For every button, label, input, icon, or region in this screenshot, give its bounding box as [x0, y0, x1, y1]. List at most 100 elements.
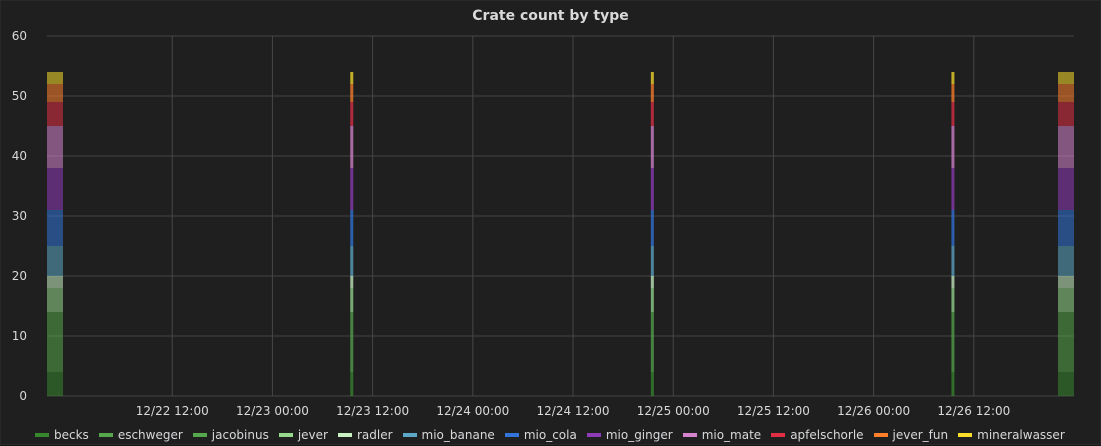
- legend-item-mio_cola[interactable]: mio_cola: [504, 428, 577, 442]
- legend-swatch: [98, 433, 113, 437]
- bar-segment-jacobinus: [650, 312, 654, 342]
- bar-segment-mio_cola: [1058, 210, 1074, 246]
- legend-item-becks[interactable]: becks: [35, 428, 89, 442]
- legend-label: mineralwasser: [977, 428, 1065, 442]
- legend-label: mio_ginger: [605, 428, 673, 442]
- x-tick-label: 12/23 12:00: [336, 404, 409, 418]
- bar-segment-becks: [1058, 372, 1074, 396]
- legend-item-jacobinus[interactable]: jacobinus: [192, 428, 269, 442]
- y-tick-label: 20: [12, 269, 27, 283]
- bar-segment-jever: [47, 288, 63, 312]
- bar-segment-jacobinus: [951, 312, 955, 342]
- bar-segment-apfelschorle: [650, 102, 654, 126]
- bar-segment-mio_cola: [650, 210, 654, 246]
- legend-swatch: [192, 433, 207, 437]
- legend-item-mio_mate[interactable]: mio_mate: [682, 428, 762, 442]
- legend-swatch: [402, 433, 417, 437]
- bar-segment-radler: [1058, 276, 1074, 288]
- legend-swatch: [586, 433, 601, 437]
- bar-segment-mio_ginger: [47, 168, 63, 210]
- legend-label: mio_mate: [701, 428, 762, 442]
- bar-segment-eschweger: [650, 342, 654, 372]
- bar-segment-jever_fun: [350, 84, 354, 102]
- bar-segment-mio_cola: [350, 210, 354, 246]
- bar-segment-mio_cola: [951, 210, 955, 246]
- x-tick-label: 12/26 12:00: [937, 404, 1010, 418]
- legend-item-radler[interactable]: radler: [337, 428, 393, 442]
- legend-swatch: [35, 433, 49, 437]
- bar-segment-becks: [650, 372, 654, 396]
- legend: becks eschweger jacobinus jever radler mio_ba…: [35, 427, 1075, 443]
- bar-segment-radler: [951, 276, 955, 288]
- bar-segment-mio_mate: [650, 126, 654, 168]
- bar-segment-mio_cola: [47, 210, 63, 246]
- bar-segment-mio_banane: [350, 246, 354, 276]
- bars: [47, 72, 1074, 396]
- legend-item-mio_banane[interactable]: mio_banane: [402, 428, 495, 442]
- legend-item-mineralwasser[interactable]: mineralwasser: [958, 428, 1065, 442]
- bar-segment-mineralwasser: [47, 72, 63, 84]
- bar-segment-eschweger: [350, 342, 354, 372]
- chart-title: Crate count by type: [472, 8, 629, 24]
- bar-segment-apfelschorle: [1058, 102, 1074, 126]
- bar-segment-mio_banane: [650, 246, 654, 276]
- bar-segment-jever: [1058, 288, 1074, 312]
- bar-segment-jever_fun: [1058, 84, 1074, 102]
- bar-segment-mio_ginger: [350, 168, 354, 210]
- bar-segment-apfelschorle: [47, 102, 63, 126]
- legend-label: radler: [356, 428, 393, 442]
- legend-item-jever_fun[interactable]: jever_fun: [873, 428, 949, 442]
- bar-segment-jever_fun: [951, 84, 955, 102]
- bar-segment-radler: [47, 276, 63, 288]
- legend-item-mio_ginger[interactable]: mio_ginger: [586, 428, 673, 442]
- legend-item-apfelschorle[interactable]: apfelschorle: [771, 428, 864, 442]
- bar-segment-becks: [47, 372, 63, 396]
- y-tick-label: 30: [12, 209, 27, 223]
- legend-swatch: [337, 433, 352, 437]
- bar-segment-jacobinus: [1058, 312, 1074, 342]
- x-tick-label: 12/22 12:00: [136, 404, 209, 418]
- bar-segment-mio_banane: [951, 246, 955, 276]
- x-tick-label: 12/24 00:00: [436, 404, 509, 418]
- legend-label: apfelschorle: [790, 428, 864, 442]
- y-tick-label: 40: [12, 149, 27, 163]
- bar-segment-becks: [350, 372, 354, 396]
- legend-swatch: [873, 433, 888, 437]
- legend-label: jever_fun: [892, 428, 949, 442]
- y-tick-label: 0: [19, 389, 27, 403]
- bar-segment-mio_mate: [47, 126, 63, 168]
- bar-segment-mio_ginger: [650, 168, 654, 210]
- bar-segment-becks: [951, 372, 955, 396]
- bar-segment-jever: [350, 288, 354, 312]
- legend-item-eschweger[interactable]: eschweger: [98, 428, 183, 442]
- bar-segment-jever_fun: [47, 84, 63, 102]
- bar-segment-mineralwasser: [650, 72, 654, 84]
- x-tick-label: 12/26 00:00: [837, 404, 910, 418]
- bar-segment-apfelschorle: [350, 102, 354, 126]
- y-tick-label: 50: [12, 89, 27, 103]
- bar-segment-mio_banane: [47, 246, 63, 276]
- bar-segment-mio_banane: [1058, 246, 1074, 276]
- legend-item-jever[interactable]: jever: [278, 428, 328, 442]
- x-tick-label: 12/25 12:00: [737, 404, 810, 418]
- bar-segment-mio_mate: [1058, 126, 1074, 168]
- y-tick-label: 60: [12, 29, 27, 43]
- x-tick-label: 12/25 00:00: [637, 404, 710, 418]
- bar-segment-mio_ginger: [951, 168, 955, 210]
- bar-segment-mineralwasser: [350, 72, 354, 84]
- legend-label: eschweger: [117, 428, 183, 442]
- bar-segment-jever_fun: [650, 84, 654, 102]
- legend-label: jever: [297, 428, 328, 442]
- bar-segment-jever: [650, 288, 654, 312]
- bar-segment-radler: [350, 276, 354, 288]
- bar-segment-jacobinus: [47, 312, 63, 342]
- bar-segment-jever: [951, 288, 955, 312]
- x-tick-label: 12/23 00:00: [236, 404, 309, 418]
- bar-segment-mio_ginger: [1058, 168, 1074, 210]
- legend-label: jacobinus: [211, 428, 269, 442]
- bar-segment-mio_mate: [350, 126, 354, 168]
- x-tick-label: 12/24 12:00: [537, 404, 610, 418]
- bar-segment-radler: [650, 276, 654, 288]
- legend-swatch: [958, 433, 973, 437]
